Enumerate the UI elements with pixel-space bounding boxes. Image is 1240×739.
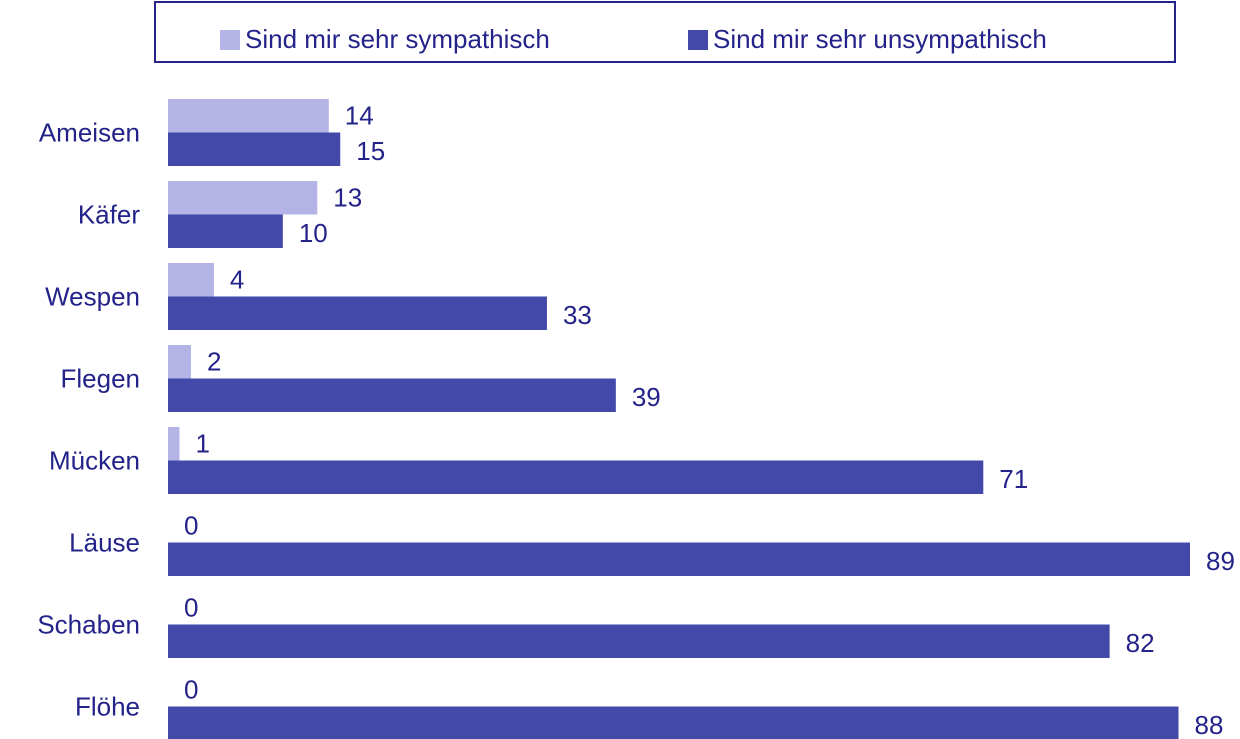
legend-box (154, 1, 1176, 63)
bar (168, 706, 1179, 739)
value-label: 0 (184, 675, 198, 705)
bar (168, 99, 329, 133)
value-label: 0 (184, 593, 198, 623)
legend-swatch (688, 30, 708, 50)
value-label: 2 (207, 347, 221, 377)
category-label: Wespen (45, 281, 140, 311)
category-label: Flegen (61, 363, 141, 393)
value-label: 15 (356, 136, 385, 166)
value-label: 0 (184, 511, 198, 541)
bar (168, 624, 1110, 658)
bar (168, 427, 180, 461)
legend-label: Sind mir sehr unsympathisch (713, 24, 1047, 54)
value-label: 14 (345, 101, 374, 131)
value-label: 89 (1206, 546, 1235, 576)
bar (168, 214, 283, 248)
bar (168, 181, 318, 215)
value-label: 4 (230, 265, 244, 295)
category-label: Läuse (69, 527, 140, 557)
value-label: 10 (299, 218, 328, 248)
category-label: Ameisen (39, 117, 140, 147)
value-label: 39 (632, 382, 661, 412)
bar (168, 263, 214, 297)
category-label: Flöhe (75, 691, 140, 721)
value-label: 1 (195, 429, 209, 459)
legend-label: Sind mir sehr sympathisch (245, 24, 550, 54)
bar (168, 296, 547, 330)
category-label: Schaben (37, 609, 140, 639)
category-label: Mücken (49, 445, 140, 475)
bar (168, 460, 984, 494)
legend-swatch (220, 30, 240, 50)
value-label: 82 (1126, 628, 1155, 658)
category-label: Käfer (78, 199, 140, 229)
value-label: 71 (999, 464, 1028, 494)
bar (168, 132, 341, 166)
bar (168, 378, 616, 412)
bar (168, 345, 191, 379)
value-label: 88 (1195, 710, 1224, 739)
value-label: 13 (333, 183, 362, 213)
bar (168, 542, 1190, 576)
value-label: 33 (563, 300, 592, 330)
